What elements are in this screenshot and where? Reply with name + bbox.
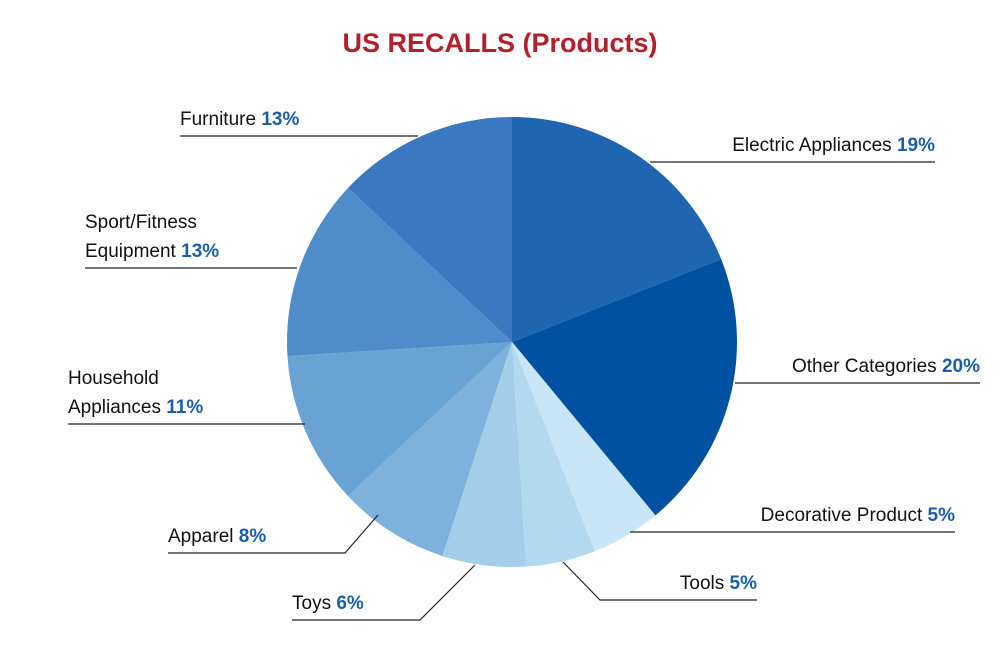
leader-line xyxy=(168,514,379,554)
value-label: 13% xyxy=(181,241,220,262)
category-name: Toys xyxy=(292,593,332,614)
slice-label: Household Appliances 11% xyxy=(68,364,243,422)
slice-label: Electric Appliances 19% xyxy=(732,131,935,160)
slice-label: Toys 6% xyxy=(292,589,364,618)
slice-label: Tools 5% xyxy=(680,569,757,598)
value-label: 20% xyxy=(941,356,980,377)
leader-line xyxy=(562,561,757,601)
pie-slice xyxy=(512,342,595,567)
category-name: Other Categories xyxy=(792,356,937,377)
leader-line xyxy=(292,564,476,621)
pie-slice xyxy=(512,259,737,516)
slice-label: Other Categories 20% xyxy=(792,352,980,381)
category-name: Electric Appliances xyxy=(732,135,892,156)
value-label: 5% xyxy=(927,505,955,526)
category-name: Household Appliances xyxy=(68,368,161,418)
value-label: 19% xyxy=(896,135,935,156)
pie-slice xyxy=(347,342,512,556)
pie-slice xyxy=(347,117,512,342)
slice-label: Decorative Product 5% xyxy=(761,501,955,530)
category-name: Sport/Fitness Equipment xyxy=(85,212,197,262)
slice-label: Apparel 8% xyxy=(168,522,266,551)
value-label: 8% xyxy=(238,526,267,547)
value-label: 6% xyxy=(336,593,364,614)
value-label: 13% xyxy=(261,109,300,130)
chart-title: US RECALLS (Products) xyxy=(342,28,658,58)
pie-slice xyxy=(512,117,722,342)
value-label: 11% xyxy=(166,397,204,418)
category-name: Furniture xyxy=(180,109,257,130)
pie-slice xyxy=(442,342,527,568)
category-name: Tools xyxy=(679,573,725,594)
pie-slice xyxy=(287,187,512,357)
category-name: Apparel xyxy=(168,526,234,547)
pie-slice xyxy=(287,342,512,497)
category-name: Decorative Product xyxy=(760,505,923,526)
slice-label: Sport/Fitness Equipment 13% xyxy=(85,208,265,266)
pie-slice xyxy=(512,342,656,552)
slice-label: Furniture 13% xyxy=(180,105,299,134)
value-label: 5% xyxy=(729,573,757,594)
